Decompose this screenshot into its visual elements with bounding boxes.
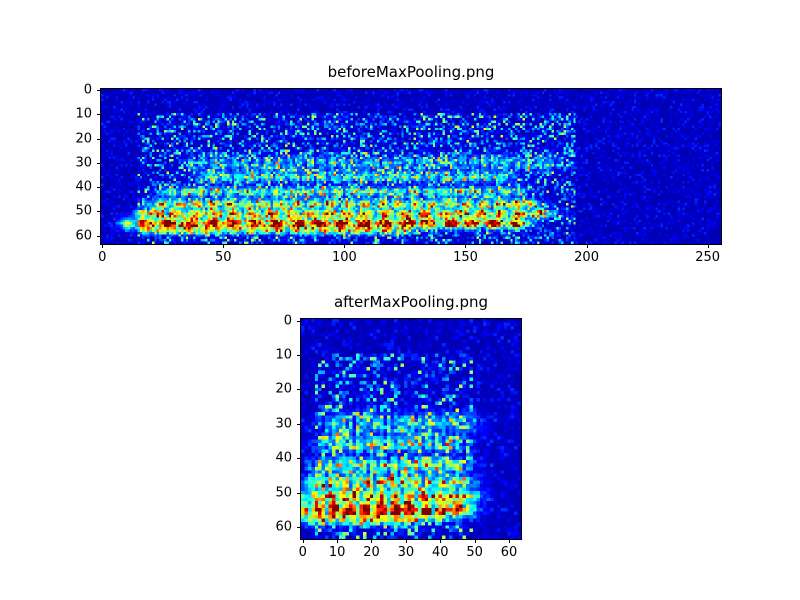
y-tick-label: 20 [275, 381, 292, 397]
y-tick-label: 0 [83, 82, 92, 98]
y-tick-mark [97, 90, 101, 92]
x-tick-label: 200 [574, 250, 599, 265]
y-tick-label: 40 [275, 450, 292, 466]
y-tick-mark [297, 320, 301, 322]
y-tick-label: 50 [275, 485, 292, 501]
y-tick-mark [297, 355, 301, 357]
y-tick-mark [97, 235, 101, 237]
x-tick-label: 250 [695, 250, 721, 265]
y-tick-label: 10 [75, 106, 92, 122]
x-tick-label: 30 [397, 545, 415, 560]
y-tick-label: 40 [75, 179, 92, 195]
x-tick-mark [223, 244, 225, 248]
x-tick-mark [102, 244, 104, 248]
x-tick-mark [344, 244, 346, 248]
x-tick-label: 0 [298, 545, 307, 560]
y-tick-label: 60 [75, 228, 92, 244]
x-tick-label: 40 [431, 545, 449, 560]
y-tick-label: 30 [275, 416, 292, 432]
before-maxpooling-plot: beforeMaxPooling.png 0 50 100 150 200 250 0 10 2… [75, 63, 722, 264]
after-heatmap-image [301, 319, 521, 539]
y-tick-mark [97, 162, 101, 164]
x-tick-label: 10 [328, 545, 346, 560]
x-tick-mark [371, 539, 373, 543]
x-tick-label: 100 [331, 250, 357, 265]
x-tick-mark [337, 539, 339, 543]
y-tick-mark [97, 138, 101, 140]
y-tick-mark [297, 423, 301, 425]
x-tick-mark [440, 539, 442, 543]
y-tick-mark [97, 114, 101, 116]
x-tick-mark [474, 539, 476, 543]
x-tick-mark [707, 244, 709, 248]
y-tick-label: 50 [75, 203, 92, 219]
y-tick-mark [97, 187, 101, 189]
x-tick-mark [465, 244, 467, 248]
y-tick-label: 0 [283, 313, 292, 329]
y-tick-label: 20 [75, 131, 92, 147]
after-plot-title: afterMaxPooling.png [333, 293, 489, 311]
y-tick-mark [297, 492, 301, 494]
y-tick-label: 60 [275, 519, 292, 535]
x-tick-mark [405, 539, 407, 543]
x-tick-label: 0 [98, 250, 107, 265]
before-plot-title: beforeMaxPooling.png [327, 63, 495, 81]
x-tick-mark [586, 244, 588, 248]
y-tick-mark [297, 389, 301, 391]
x-tick-label: 50 [466, 545, 483, 560]
x-tick-label: 150 [453, 250, 478, 265]
y-tick-mark [297, 526, 301, 528]
after-maxpooling-plot: afterMaxPooling.png 0 10 20 30 40 50 60 0 10 20 30… [275, 293, 522, 559]
y-tick-mark [97, 211, 101, 213]
x-tick-label: 20 [363, 545, 380, 560]
x-tick-mark [508, 539, 510, 543]
y-tick-mark [297, 458, 301, 460]
x-tick-label: 60 [500, 545, 518, 560]
before-heatmap-image [101, 89, 721, 244]
x-tick-mark [302, 539, 304, 543]
y-tick-label: 30 [75, 155, 92, 171]
x-tick-label: 50 [215, 250, 232, 265]
y-tick-label: 10 [275, 347, 292, 363]
